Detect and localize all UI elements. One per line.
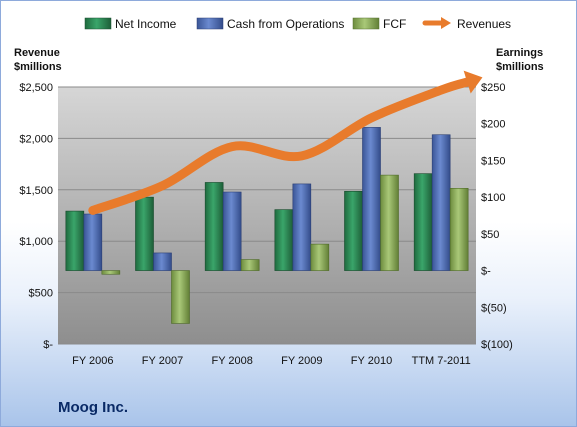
left-tick-label: $2,000 xyxy=(19,133,53,145)
left-tick-label: $2,500 xyxy=(19,82,53,94)
right-tick-label: $50 xyxy=(481,229,499,241)
cash-from-operations-bar xyxy=(292,183,312,271)
right-tick-label: $150 xyxy=(481,155,505,167)
left-axis-title-line2: $millions xyxy=(14,61,62,73)
right-axis-title-line1: Earnings xyxy=(496,47,543,59)
plot-area xyxy=(58,87,476,344)
left-tick-label: $500 xyxy=(29,288,53,300)
revenue-arrowhead xyxy=(463,70,483,94)
left-axis-ticks: $2,500 $2,000 $1,500 $1,000 $500 $- xyxy=(19,82,53,351)
left-tick-label: $1,000 xyxy=(19,236,53,248)
fcf-bar xyxy=(240,259,260,271)
bars xyxy=(65,127,469,324)
net-income-bar xyxy=(135,196,154,271)
net-income-bar xyxy=(413,173,433,271)
revenue-line xyxy=(88,70,483,215)
right-tick-label: $100 xyxy=(481,192,505,204)
right-tick-label: $(50) xyxy=(481,302,507,314)
cash-from-operations-bar xyxy=(431,134,451,271)
x-tick-label: FY 2007 xyxy=(142,355,183,367)
legend-label-fcf: FCF xyxy=(383,17,406,31)
legend-swatch-revenues xyxy=(422,17,451,29)
right-tick-label: $200 xyxy=(481,119,505,131)
x-axis-ticks: FY 2006 FY 2007 FY 2008 FY 2009 FY 2010 TTM 7… xyxy=(72,355,471,367)
legend: Net Income Cash from Operations FCF Reve… xyxy=(84,17,511,31)
net-income-bar xyxy=(274,209,294,271)
fcf-bar xyxy=(449,188,469,271)
right-tick-label: $- xyxy=(481,266,491,278)
fcf-bar xyxy=(380,174,399,271)
x-tick-label: TTM 7-2011 xyxy=(412,355,471,367)
gridlines xyxy=(58,86,476,345)
net-income-bar xyxy=(344,190,363,271)
legend-label-net-income: Net Income xyxy=(115,17,177,31)
fcf-bar xyxy=(310,243,330,271)
legend-label-cash-from-operations: Cash from Operations xyxy=(227,17,344,31)
legend-swatch-net-income xyxy=(84,17,112,30)
left-axis-title-line1: Revenue xyxy=(14,47,60,59)
cash-from-operations-bar xyxy=(153,252,172,271)
x-tick-label: FY 2009 xyxy=(281,355,322,367)
cash-from-operations-bar xyxy=(222,191,242,271)
legend-swatch-fcf xyxy=(352,17,380,30)
right-axis-ticks: $250 $200 $150 $100 $50 $- $(50) $(100) xyxy=(481,82,513,351)
net-income-bar xyxy=(204,182,224,271)
fcf-bar xyxy=(101,270,121,275)
left-tick-label: $1,500 xyxy=(19,185,53,197)
cash-from-operations-bar xyxy=(362,127,381,271)
x-tick-label: FY 2006 xyxy=(72,355,113,367)
left-tick-label: $- xyxy=(43,339,53,351)
legend-swatch-cash-from-operations xyxy=(196,17,224,30)
company-name: Moog Inc. xyxy=(58,399,128,416)
right-tick-label: $250 xyxy=(481,82,505,94)
cash-from-operations-bar xyxy=(83,213,103,271)
x-tick-label: FY 2010 xyxy=(351,355,392,367)
legend-label-revenues: Revenues xyxy=(457,17,511,31)
right-tick-label: $(100) xyxy=(481,339,513,351)
net-income-bar xyxy=(65,210,85,271)
x-tick-label: FY 2008 xyxy=(211,355,252,367)
fcf-bar xyxy=(171,270,190,324)
right-axis-title-line2: $millions xyxy=(496,61,544,73)
